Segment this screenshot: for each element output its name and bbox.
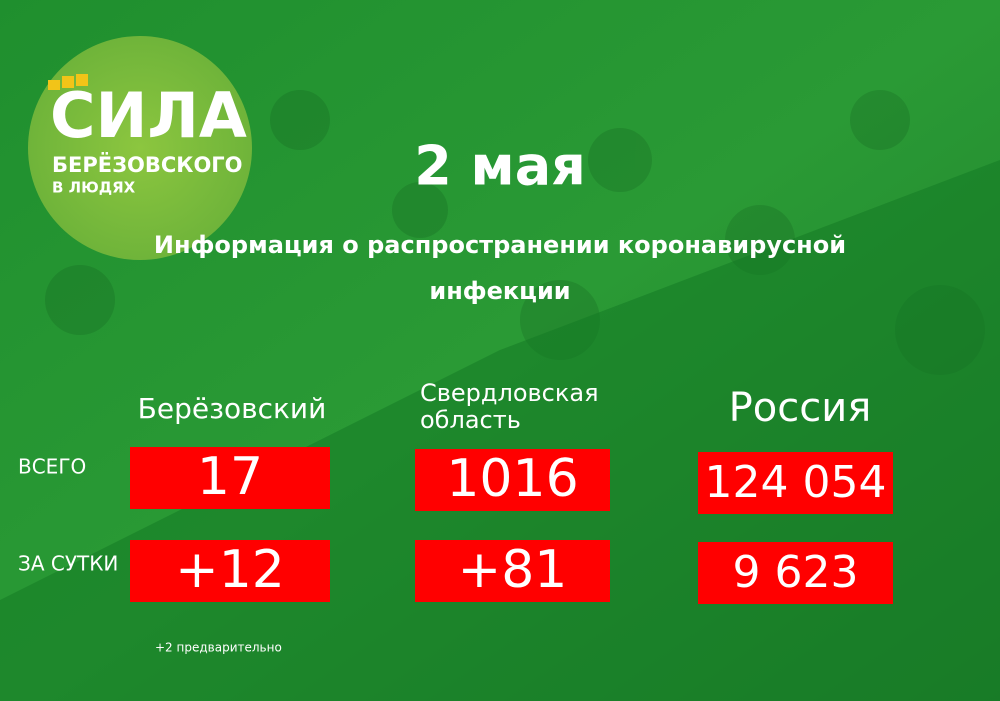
- logo-subtitle: БЕРЁЗОВСКОГО: [52, 152, 243, 177]
- column-header: область: [420, 406, 521, 434]
- value: 17: [197, 447, 263, 507]
- value-box: [130, 540, 330, 602]
- logo-circle: [28, 36, 252, 260]
- column-header: Россия: [729, 385, 872, 431]
- value-box: [415, 540, 610, 602]
- row-label: ЗА СУТКИ: [18, 552, 118, 576]
- column-header: Берёзовский: [138, 392, 327, 425]
- logo-crown: [48, 74, 88, 90]
- date: 2 мая: [414, 135, 586, 198]
- value-box: [130, 447, 330, 509]
- column-header: Свердловская: [420, 379, 599, 407]
- value: 1016: [446, 449, 578, 509]
- value-box: [698, 542, 893, 604]
- logo-title: СИЛА: [50, 79, 247, 152]
- logo-tagline: В ЛЮДЯХ: [52, 179, 136, 197]
- value: +12: [175, 540, 285, 600]
- heading-line: инфекции: [429, 277, 570, 305]
- row-label: ВСЕГО: [18, 455, 86, 479]
- value-box: [698, 452, 893, 514]
- heading-line: Информация о распространении коронавирус…: [154, 231, 846, 259]
- value: 124 054: [705, 457, 887, 508]
- table: ВСЕГО 17 1016 124 054 ЗА СУТКИ +12 +81 9 623: [18, 447, 893, 604]
- value: +81: [458, 540, 568, 600]
- value: 9 623: [733, 547, 859, 598]
- footnote: +2 предварительно: [155, 641, 282, 655]
- value-box: [415, 449, 610, 511]
